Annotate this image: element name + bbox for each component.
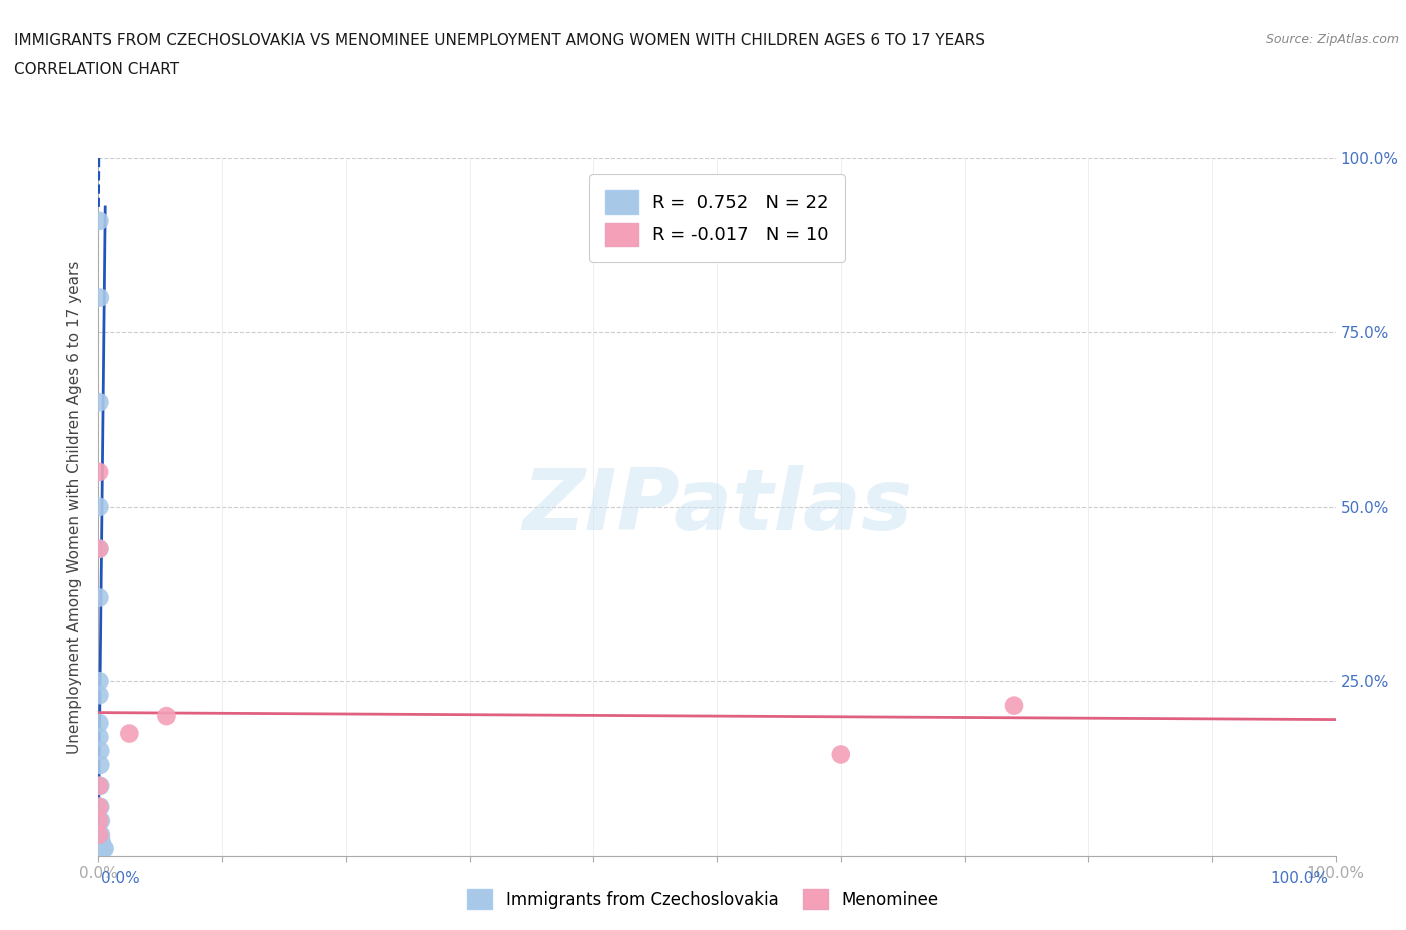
Point: [93, 842, 115, 856]
Point: [89, 729, 111, 744]
Point: [89, 290, 111, 305]
Point: [89, 800, 111, 815]
Point: [89, 744, 111, 759]
Legend: Immigrants from Czechoslovakia, Menominee: Immigrants from Czechoslovakia, Menomine…: [458, 881, 948, 917]
Point: [89, 499, 111, 514]
Point: [89, 541, 111, 556]
Point: [90, 813, 112, 829]
Point: [89, 813, 111, 829]
Point: [89, 778, 111, 793]
Text: 100.0%: 100.0%: [1271, 871, 1329, 886]
Legend: R =  0.752   N = 22, R = -0.017   N = 10: R = 0.752 N = 22, R = -0.017 N = 10: [589, 174, 845, 262]
Point: [91, 842, 114, 856]
Point: [89, 214, 111, 229]
Point: [89, 673, 111, 688]
Text: CORRELATION CHART: CORRELATION CHART: [14, 62, 179, 77]
Point: [90, 834, 112, 849]
Point: [90, 828, 112, 843]
Point: [89, 394, 111, 409]
Text: ZIPatlas: ZIPatlas: [522, 465, 912, 549]
Point: [89, 716, 111, 731]
Point: [89, 828, 111, 843]
Point: [155, 709, 177, 724]
Point: [89, 778, 111, 793]
Point: [118, 726, 141, 741]
Point: [93, 842, 115, 856]
Text: 0.0%: 0.0%: [101, 871, 141, 886]
Point: [89, 688, 111, 703]
Point: [1002, 698, 1025, 713]
Point: [89, 541, 111, 556]
Point: [89, 465, 111, 480]
Text: Source: ZipAtlas.com: Source: ZipAtlas.com: [1265, 33, 1399, 46]
Y-axis label: Unemployment Among Women with Children Ages 6 to 17 years: Unemployment Among Women with Children A…: [67, 260, 83, 753]
Point: [89, 800, 111, 815]
Point: [89, 591, 111, 605]
Point: [89, 757, 111, 772]
Text: IMMIGRANTS FROM CZECHOSLOVAKIA VS MENOMINEE UNEMPLOYMENT AMONG WOMEN WITH CHILDR: IMMIGRANTS FROM CZECHOSLOVAKIA VS MENOMI…: [14, 33, 986, 47]
Point: [830, 747, 852, 762]
Point: [91, 838, 114, 853]
Point: [90, 834, 112, 849]
